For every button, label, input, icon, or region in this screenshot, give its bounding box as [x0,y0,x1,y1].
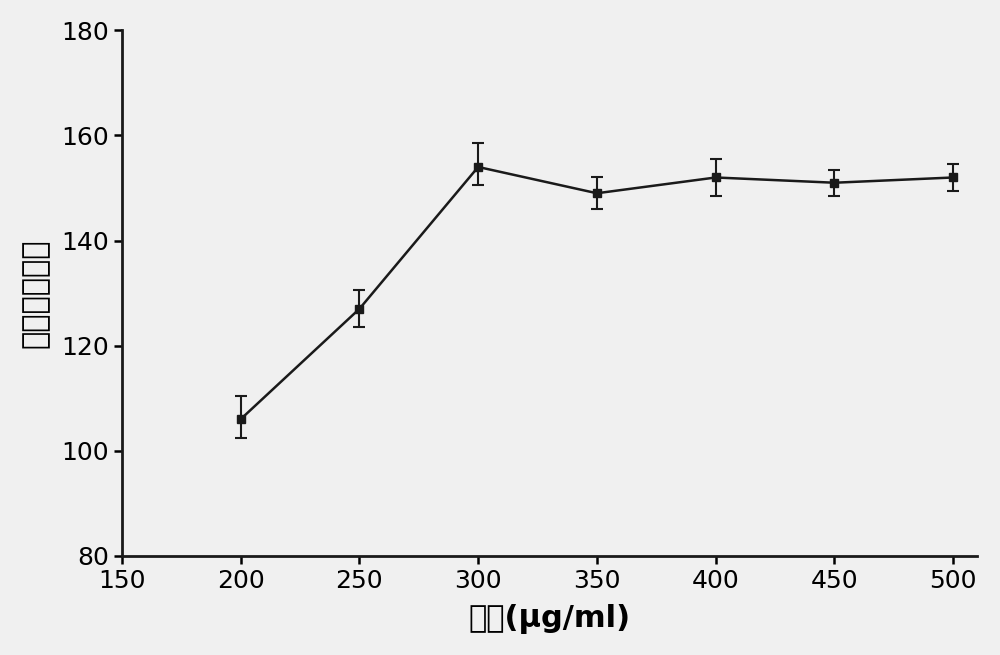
Y-axis label: 平均荧光强度: 平均荧光强度 [21,238,50,348]
X-axis label: 浓度(μg/ml): 浓度(μg/ml) [468,604,630,634]
